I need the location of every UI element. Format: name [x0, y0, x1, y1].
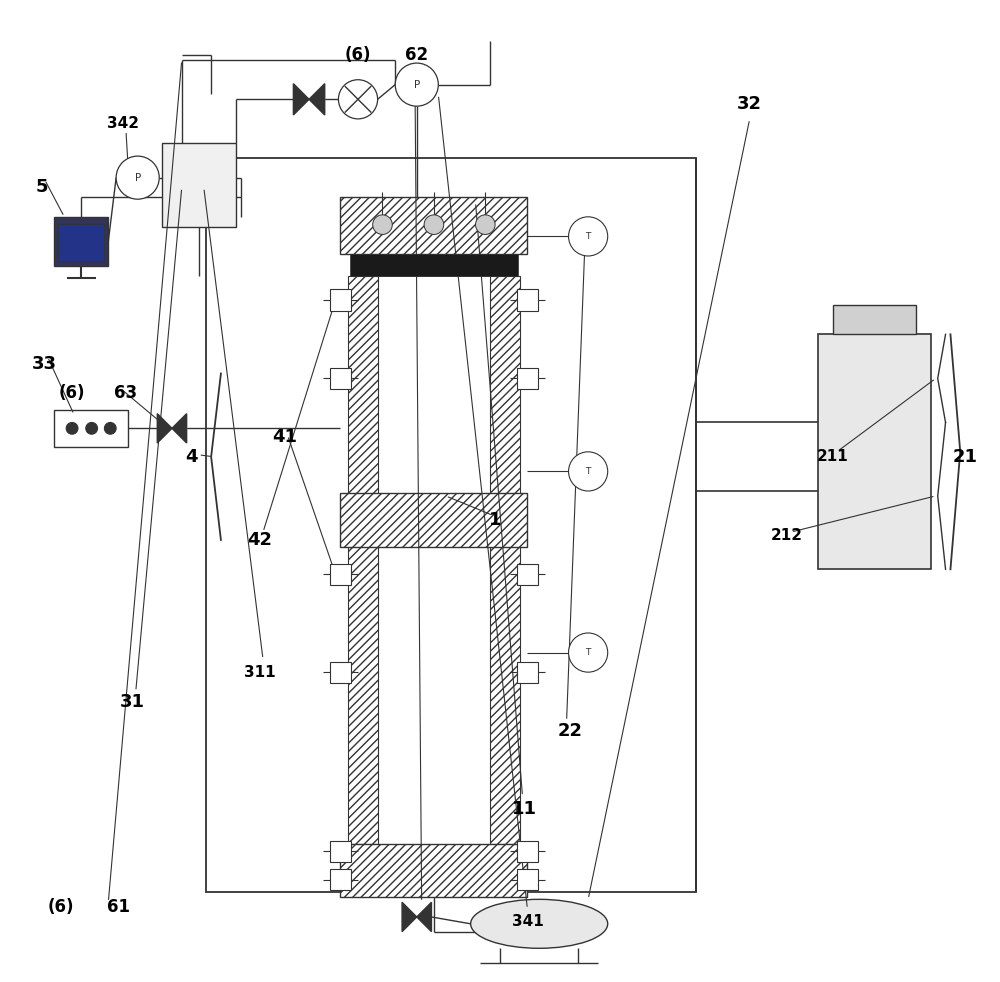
Bar: [54, 217, 108, 266]
Bar: [348, 276, 378, 844]
Bar: [517, 662, 538, 682]
Bar: [818, 334, 931, 570]
Circle shape: [569, 633, 608, 672]
Circle shape: [66, 422, 78, 434]
Text: 41: 41: [272, 428, 297, 446]
Bar: [517, 564, 538, 585]
Bar: [340, 197, 527, 254]
Bar: [340, 844, 527, 898]
Text: 42: 42: [248, 531, 273, 549]
Text: T: T: [585, 232, 591, 241]
Bar: [350, 254, 518, 276]
Bar: [330, 368, 351, 389]
Bar: [58, 224, 104, 261]
Bar: [330, 290, 351, 310]
Circle shape: [395, 63, 438, 106]
Text: 32: 32: [737, 95, 762, 113]
Bar: [340, 493, 527, 547]
Circle shape: [476, 215, 495, 235]
Circle shape: [424, 215, 444, 235]
Text: 1: 1: [489, 512, 501, 529]
Text: 33: 33: [32, 355, 57, 373]
Bar: [330, 869, 351, 891]
Text: 341: 341: [512, 914, 543, 929]
Circle shape: [569, 452, 608, 491]
Polygon shape: [172, 413, 187, 443]
Bar: [517, 869, 538, 891]
Text: 63: 63: [114, 384, 137, 402]
Polygon shape: [417, 902, 431, 932]
Text: 311: 311: [244, 665, 276, 680]
Text: T: T: [585, 648, 591, 657]
Circle shape: [373, 215, 392, 235]
Circle shape: [116, 156, 159, 199]
Text: 5: 5: [35, 179, 48, 196]
Bar: [517, 368, 538, 389]
Bar: [517, 290, 538, 310]
Bar: [206, 158, 696, 893]
Text: P: P: [135, 173, 141, 183]
Polygon shape: [402, 902, 417, 932]
Bar: [833, 305, 916, 334]
Bar: [517, 841, 538, 862]
Text: 342: 342: [107, 116, 139, 132]
Bar: [54, 409, 128, 447]
Text: 21: 21: [953, 448, 978, 465]
Text: (6): (6): [48, 899, 75, 916]
Bar: [162, 143, 236, 227]
Text: 22: 22: [558, 722, 583, 739]
Polygon shape: [293, 83, 309, 115]
Text: 61: 61: [107, 899, 130, 916]
Text: (6): (6): [345, 46, 371, 64]
Bar: [378, 276, 490, 844]
Ellipse shape: [471, 900, 608, 949]
Bar: [330, 662, 351, 682]
Text: T: T: [585, 466, 591, 476]
Polygon shape: [157, 413, 172, 443]
Bar: [330, 564, 351, 585]
Text: 31: 31: [120, 692, 145, 711]
Text: 62: 62: [405, 46, 428, 64]
Text: 212: 212: [771, 527, 803, 543]
Text: P: P: [414, 80, 420, 89]
Polygon shape: [309, 83, 325, 115]
Circle shape: [104, 422, 116, 434]
Text: 4: 4: [185, 448, 198, 465]
Text: 11: 11: [512, 800, 537, 818]
Text: (6): (6): [59, 384, 85, 402]
Bar: [330, 841, 351, 862]
Circle shape: [86, 422, 98, 434]
Text: 211: 211: [817, 449, 849, 464]
Circle shape: [338, 80, 378, 119]
Bar: [490, 276, 520, 844]
Circle shape: [569, 217, 608, 256]
